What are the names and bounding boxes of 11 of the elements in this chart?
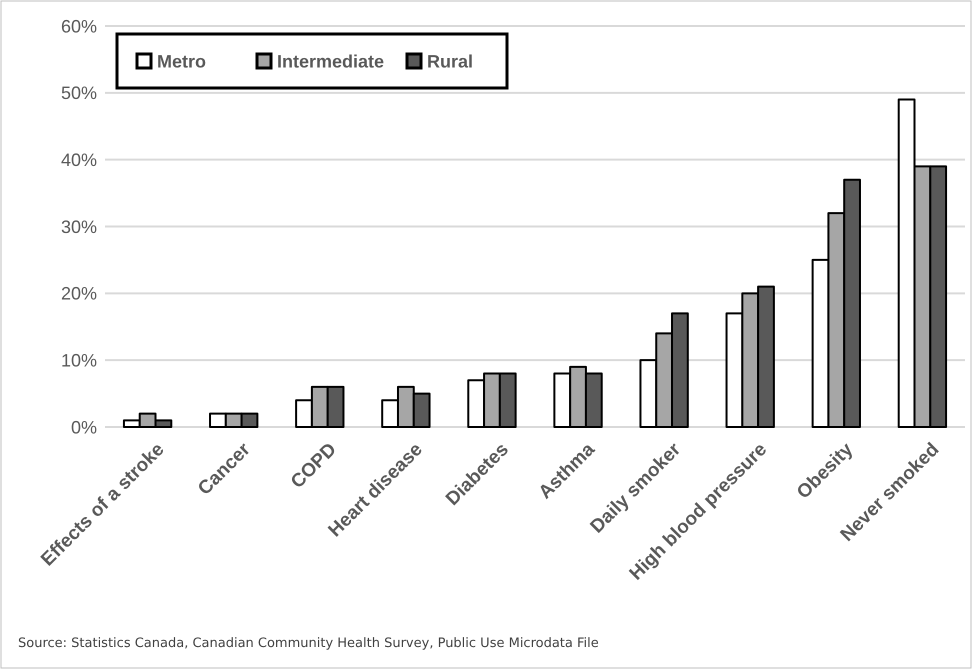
y-tick-label: 0% [70, 417, 97, 438]
legend-label: Metro [157, 51, 206, 72]
legend-label: Intermediate [277, 51, 384, 72]
y-tick-label: 40% [60, 150, 97, 170]
y-tick-label: 20% [60, 284, 97, 304]
y-tick-label: 30% [60, 216, 97, 237]
y-tick-label: 50% [60, 83, 97, 104]
source-note: Source: Statistics Canada, Canadian Community Health Survey, Public Use Microdata File [18, 636, 599, 651]
y-tick-label: 10% [60, 350, 97, 370]
legend-label: Rural [427, 51, 474, 72]
y-tick-label: 60% [60, 16, 97, 36]
